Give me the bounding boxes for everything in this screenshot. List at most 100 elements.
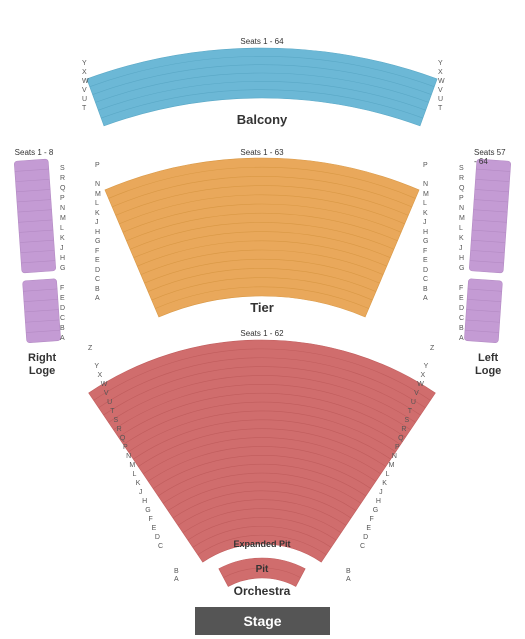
row-label: A — [346, 576, 351, 583]
row-label: P — [60, 195, 65, 202]
row-label: A — [423, 295, 428, 302]
row-label: F — [60, 285, 64, 292]
row-label: A — [60, 335, 65, 342]
row-label: C — [459, 315, 464, 322]
row-label: B — [459, 325, 464, 332]
stage-block: Stage — [195, 607, 330, 635]
row-label: L — [133, 471, 137, 478]
left-loge-seats-label: Seats 57 - 64 — [474, 148, 508, 166]
row-label: K — [382, 480, 387, 487]
row-label: S — [459, 165, 464, 172]
row-label: J — [95, 219, 99, 226]
row-label: D — [155, 534, 160, 541]
row-label: G — [95, 238, 100, 245]
row-label: J — [423, 219, 427, 226]
row-label: Y — [424, 363, 429, 370]
row-label: A — [459, 335, 464, 342]
row-label: D — [423, 267, 428, 274]
row-label: M — [389, 462, 395, 469]
row-label: Q — [120, 435, 125, 442]
row-label: B — [95, 286, 100, 293]
tier-label: Tier — [250, 300, 274, 315]
row-label: H — [376, 498, 381, 505]
row-label: K — [60, 235, 65, 242]
row-label: X — [98, 372, 103, 379]
row-label: A — [95, 295, 100, 302]
orchestra-seats-label: Seats 1 - 62 — [240, 329, 283, 338]
row-label: G — [423, 238, 428, 245]
row-label: M — [95, 191, 101, 198]
row-label: V — [438, 87, 443, 94]
row-label: E — [459, 295, 464, 302]
row-label: A — [174, 576, 179, 583]
row-label: L — [95, 200, 99, 207]
row-label: P — [423, 162, 428, 169]
row-label: G — [145, 507, 150, 514]
row-label: V — [104, 390, 109, 397]
row-label: X — [82, 69, 87, 76]
row-label: E — [60, 295, 65, 302]
row-label: T — [438, 105, 442, 112]
row-label: P — [459, 195, 464, 202]
row-label: N — [95, 181, 100, 188]
row-label: F — [95, 248, 99, 255]
orchestra-label: Orchestra — [234, 584, 291, 598]
row-label: U — [438, 96, 443, 103]
balcony-label: Balcony — [237, 112, 288, 127]
row-label: D — [95, 267, 100, 274]
row-label: G — [459, 265, 464, 272]
row-label: E — [423, 257, 428, 264]
expanded-pit-label: Expanded Pit — [233, 539, 290, 549]
row-label: Q — [459, 185, 464, 192]
row-label: R — [60, 175, 65, 182]
tier-seats-label: Seats 1 - 63 — [240, 148, 283, 157]
row-label: N — [60, 205, 65, 212]
row-label: S — [405, 417, 410, 424]
balcony-seats-label: Seats 1 - 64 — [240, 37, 283, 46]
row-label: F — [423, 248, 427, 255]
row-label: L — [60, 225, 64, 232]
row-label: W — [438, 78, 445, 85]
row-label: T — [408, 408, 412, 415]
row-label: D — [459, 305, 464, 312]
stage-label: Stage — [243, 613, 281, 629]
row-label: J — [139, 489, 143, 496]
row-label: Q — [398, 435, 403, 442]
row-label: Z — [88, 345, 92, 352]
row-label: J — [379, 489, 383, 496]
row-label: Z — [430, 345, 434, 352]
row-label: P — [95, 162, 100, 169]
left-loge-label: LeftLoge — [475, 352, 501, 378]
right-loge-seats-label: Seats 1 - 8 — [15, 148, 54, 157]
row-label: C — [60, 315, 65, 322]
row-label: D — [363, 534, 368, 541]
row-label: E — [152, 525, 157, 532]
row-label: H — [423, 229, 428, 236]
row-label: S — [113, 417, 118, 424]
row-label: N — [459, 205, 464, 212]
row-label: C — [95, 276, 100, 283]
row-label: Q — [60, 185, 65, 192]
row-label: Y — [438, 60, 443, 67]
row-label: N — [423, 181, 428, 188]
row-label: M — [129, 462, 135, 469]
row-label: M — [60, 215, 66, 222]
row-label: B — [423, 286, 428, 293]
row-label: X — [438, 69, 443, 76]
row-label: N — [126, 453, 131, 460]
row-label: P — [395, 444, 400, 451]
row-label: J — [60, 245, 64, 252]
row-label: U — [82, 96, 87, 103]
row-label: H — [459, 255, 464, 262]
row-label: D — [60, 305, 65, 312]
row-label: L — [459, 225, 463, 232]
row-label: B — [346, 568, 351, 575]
row-label: X — [420, 372, 425, 379]
row-label: K — [459, 235, 464, 242]
pit-label: Pit — [256, 564, 269, 575]
row-label: U — [107, 399, 112, 406]
row-label: U — [411, 399, 416, 406]
row-label: W — [101, 381, 108, 388]
row-label: H — [95, 229, 100, 236]
row-label: C — [158, 543, 163, 550]
